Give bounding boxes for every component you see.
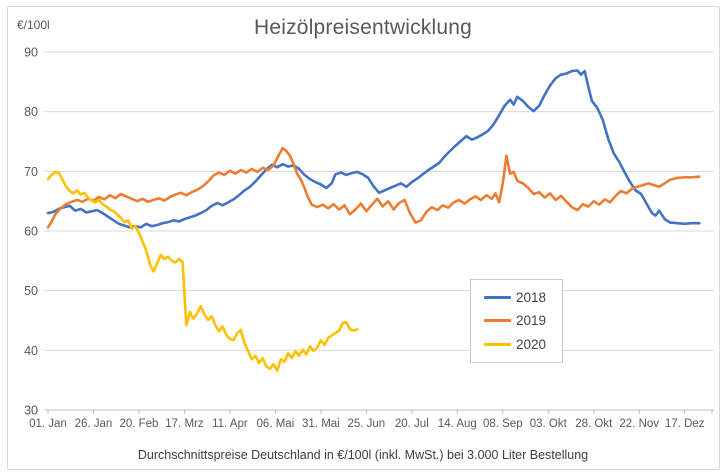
y-axis-unit-label: €/100l — [17, 18, 50, 32]
chart-border-frame — [7, 6, 720, 470]
x-tick-label: 01. Jan — [29, 418, 67, 430]
x-tick-label: 11. Apr — [212, 418, 248, 430]
legend-line-swatch-2019 — [484, 319, 511, 323]
chart-title: Heizölpreisentwicklung — [254, 16, 472, 39]
x-tick-label: 14. Aug — [438, 418, 477, 430]
legend-label: 2020 — [516, 336, 547, 352]
x-tick-label: 20. Feb — [119, 418, 158, 430]
x-tick-label: 22. Nov — [619, 418, 659, 430]
x-tick-label: 06. Mai — [257, 418, 295, 430]
x-tick-label: 17. Dez — [665, 418, 705, 430]
x-tick-label: 26. Jan — [75, 418, 113, 430]
x-tick-label: 28. Okt — [575, 418, 613, 430]
x-tick-label: 08. Sep — [483, 418, 523, 430]
x-tick-label: 17. Mrz — [165, 418, 204, 430]
y-tick-label: 60 — [24, 225, 38, 239]
y-tick-label: 30 — [24, 404, 38, 418]
x-tick-label: 31. Mai — [302, 418, 340, 430]
chart-caption: Durchschnittspreise Deutschland in €/100… — [137, 448, 589, 462]
y-tick-label: 90 — [24, 46, 38, 60]
legend-entry-2019: 2019 — [484, 314, 562, 328]
legend-line-swatch-2018 — [484, 296, 511, 300]
x-tick-label: 03. Okt — [530, 418, 568, 430]
x-tick-label: 20. Jul — [395, 418, 429, 430]
series-line-2020 — [46, 170, 359, 372]
series-line-2018 — [46, 69, 701, 229]
legend-line-swatch-2020 — [484, 342, 511, 346]
legend-label: 2018 — [516, 289, 547, 305]
chart-legend: 2018 2019 2020 — [470, 279, 563, 363]
legend-entry-2020: 2020 — [484, 338, 562, 352]
legend-label: 2019 — [516, 313, 547, 329]
series-line-2019 — [46, 146, 701, 229]
y-tick-label: 80 — [24, 105, 38, 119]
y-tick-label: 70 — [24, 165, 38, 179]
legend-entry-2018: 2018 — [484, 291, 562, 305]
x-tick-label: 25. Jun — [347, 418, 385, 430]
y-tick-label: 50 — [24, 284, 38, 298]
y-tick-label: 40 — [24, 344, 38, 358]
